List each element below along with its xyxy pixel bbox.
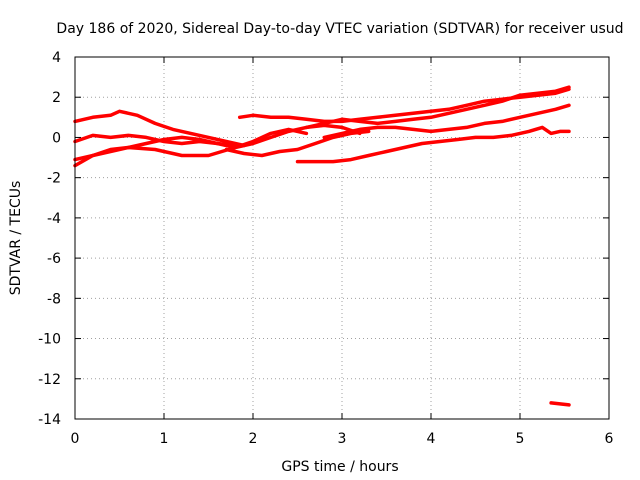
x-tick-label: 0 <box>71 431 80 447</box>
series-line-track-1 <box>73 109 246 148</box>
y-tick-label: 2 <box>52 90 61 106</box>
x-tick-label: 4 <box>427 431 436 447</box>
x-tick-label: 5 <box>516 431 525 447</box>
x-tick-label: 3 <box>338 431 347 447</box>
y-tick-label: -2 <box>47 171 61 187</box>
series-line-track-10 <box>549 401 571 407</box>
chart-title: Day 186 of 2020, Sidereal Day-to-day VTE… <box>56 21 623 37</box>
y-tick-label: 0 <box>52 130 61 146</box>
series-group <box>73 85 571 407</box>
y-tick-label: -12 <box>38 372 61 388</box>
x-axis-label: GPS time / hours <box>281 459 398 475</box>
x-tick-label: 6 <box>605 431 614 447</box>
grid-lines <box>75 57 609 419</box>
y-tick-label: -10 <box>38 332 61 348</box>
y-tick-labels: 4 2 0 -2 -4 -6 -8 -10 -12 -14 <box>38 50 61 428</box>
y-tick-label: 4 <box>52 50 61 66</box>
series-line-track-7 <box>304 85 571 130</box>
y-axis-label: SDTVAR / TECUs <box>8 181 24 296</box>
y-tick-label: -8 <box>47 291 61 307</box>
x-tick-label: 2 <box>249 431 258 447</box>
series-line-track-9 <box>295 125 571 164</box>
y-tick-label: -6 <box>47 251 61 267</box>
x-tick-label: 1 <box>160 431 169 447</box>
y-tick-label: -4 <box>47 211 61 227</box>
x-tick-labels: 0 1 2 3 4 5 6 <box>71 431 614 447</box>
axis-ticks <box>74 56 610 420</box>
series-line-track-5 <box>224 129 371 158</box>
y-tick-label: -14 <box>38 412 61 428</box>
series-line-track-8 <box>322 103 571 140</box>
